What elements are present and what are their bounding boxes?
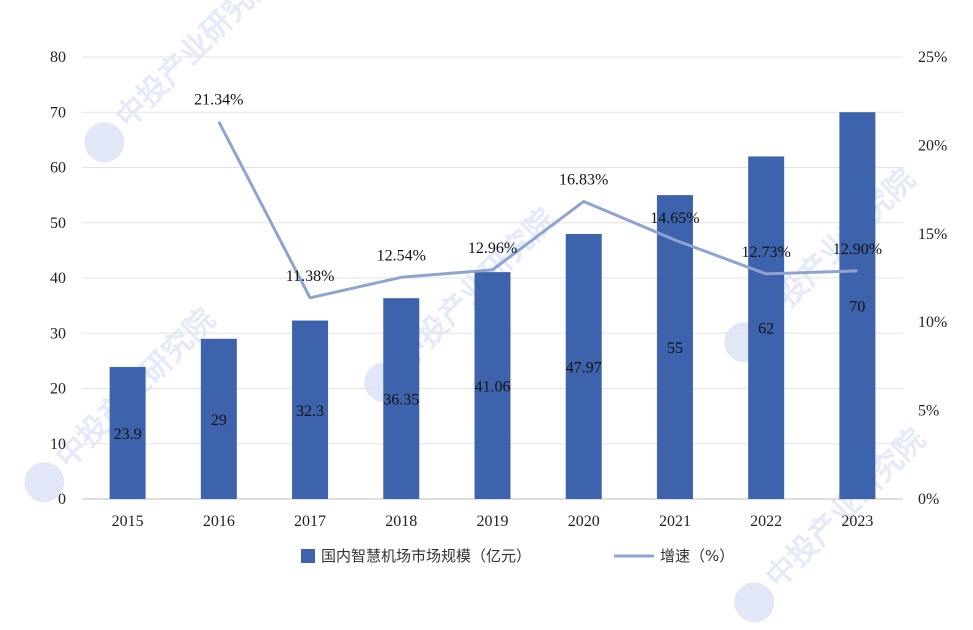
line-value-label: 12.54% [377,247,426,264]
bar-series [109,112,876,499]
legend-bar-swatch [301,549,315,563]
bar-value-label: 36.35 [383,392,419,409]
line-value-label: 12.90% [833,241,882,258]
line-value-label: 12.73% [742,244,791,261]
bar [748,156,785,499]
left-tick-label: 50 [50,215,66,232]
x-tick-label: 2022 [750,513,782,530]
right-tick-label: 0% [918,491,939,508]
bar [839,112,876,499]
left-tick-label: 60 [50,160,66,177]
bar [292,320,329,499]
left-tick-label: 20 [50,381,66,398]
bar-labels: 23.9 29 32.3 36.35 41.06 47.97 55 62 70 [114,299,866,443]
bar [200,338,237,499]
bar-value-label: 55 [667,340,683,357]
growth-line [217,121,858,300]
left-tick-label: 70 [50,104,66,121]
legend: 国内智慧机场市场规模（亿元） 增速（%） [301,547,734,565]
left-tick-label: 0 [58,491,66,508]
bar-value-label: 23.9 [114,426,142,443]
legend-bar-label: 国内智慧机场市场规模（亿元） [321,547,531,565]
x-tick-label: 2019 [477,513,509,530]
bar [474,272,511,499]
line-value-label: 11.38% [286,268,335,285]
left-tick-label: 30 [50,325,66,342]
bar-value-label: 62 [758,321,774,338]
right-axis: 0% 5% 10% 15% 20% 25% [918,49,947,508]
left-tick-label: 40 [50,270,66,287]
legend-line-label: 增速（%） [660,547,734,565]
line-value-label: 16.83% [559,171,608,188]
line-value-label: 14.65% [650,210,699,227]
left-axis: 0 10 20 30 40 50 60 70 80 [50,49,66,508]
right-tick-label: 10% [918,314,947,331]
bar-value-label: 47.97 [566,359,602,376]
line-value-label: 12.96% [468,240,517,257]
bar [383,298,420,499]
x-tick-label: 2015 [112,513,144,530]
left-tick-label: 80 [50,49,66,66]
left-tick-label: 10 [50,436,66,453]
x-tick-label: 2017 [294,513,326,530]
x-tick-label: 2021 [659,513,691,530]
line-series [217,121,858,300]
x-axis: 2015 2016 2017 2018 2019 2020 2021 2022 2023 [112,513,874,530]
bar-value-label: 29 [211,412,227,429]
right-tick-label: 5% [918,403,939,420]
x-tick-label: 2018 [385,513,417,530]
bar [565,233,602,499]
bar-value-label: 32.3 [296,403,324,420]
x-tick-label: 2016 [203,513,235,530]
x-tick-label: 2023 [841,513,873,530]
bar-value-label: 70 [849,299,865,316]
right-tick-label: 20% [918,137,947,154]
right-tick-label: 15% [918,226,947,243]
line-labels: 21.34% 11.38% 12.54% 12.96% 16.83% 14.65% 12.7… [194,92,882,285]
bar [109,366,146,499]
line-value-label: 21.34% [194,92,243,109]
bar-value-label: 41.06 [475,379,511,396]
x-tick-label: 2020 [568,513,600,530]
right-tick-label: 25% [918,49,947,66]
